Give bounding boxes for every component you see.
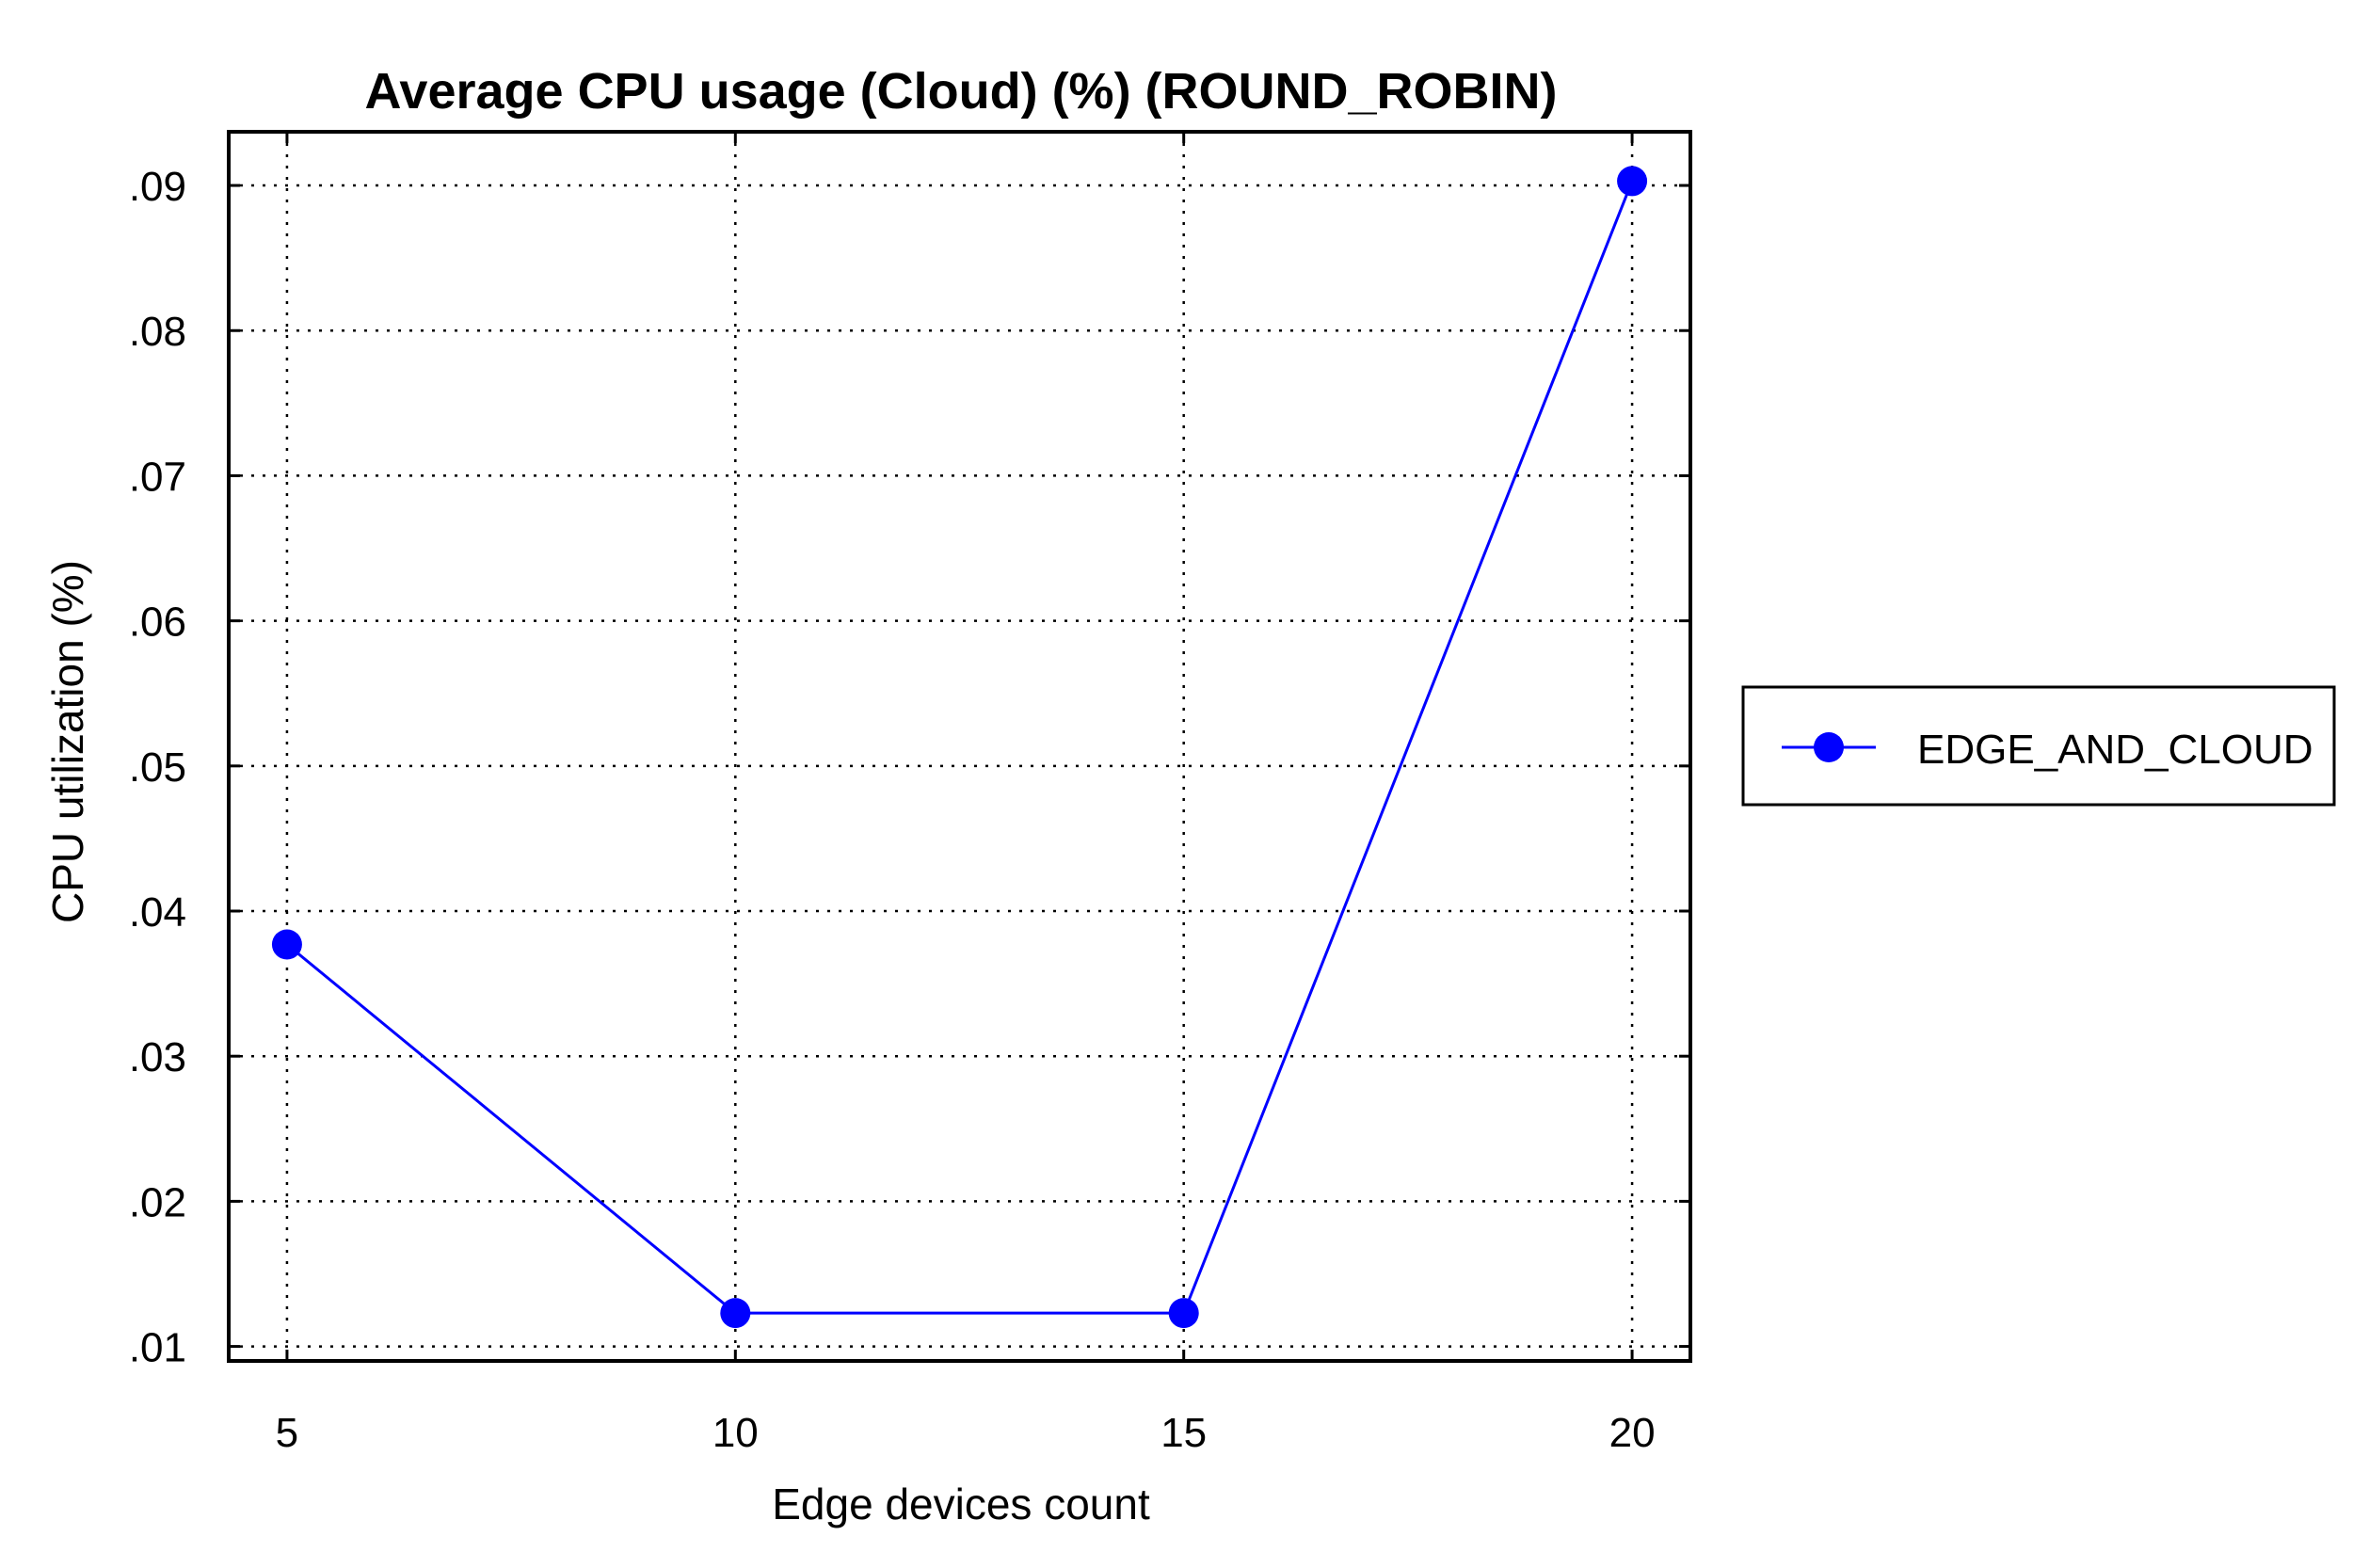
x-tick-label: 10 <box>712 1410 759 1456</box>
x-tick-label: 5 <box>276 1410 298 1456</box>
chart-title: Average CPU usage (Cloud) (%) (ROUND_ROB… <box>364 63 1557 120</box>
y-axis-label: CPU utilization (%) <box>43 560 92 923</box>
y-tick-label: .01 <box>129 1325 186 1371</box>
legend-marker <box>1814 732 1844 762</box>
series-line <box>285 180 1634 1315</box>
legend: EDGE_AND_CLOUD <box>1741 685 2336 807</box>
y-tick-label: .03 <box>129 1034 186 1080</box>
data-point <box>1617 166 1648 197</box>
x-ticks: 5 10 15 20 <box>276 132 1656 1456</box>
x-axis-label: Edge devices count <box>772 1480 1150 1528</box>
plot-frame <box>227 130 1692 1363</box>
y-tick-label: .06 <box>129 600 186 646</box>
y-tick-label: .09 <box>129 164 186 210</box>
data-point <box>720 1298 751 1329</box>
data-point <box>271 929 302 960</box>
data-point <box>1168 1298 1199 1329</box>
y-tick-label: .07 <box>129 454 186 500</box>
legend-label: EDGE_AND_CLOUD <box>1917 727 2313 773</box>
y-tick-label: .02 <box>129 1179 186 1225</box>
y-tick-label: .04 <box>129 889 186 936</box>
y-ticks: .01 .02 .03 .04 .05 .06 .07 .08 .09 <box>129 164 1690 1371</box>
gridlines <box>229 132 1690 1361</box>
series-layer <box>271 166 1648 1329</box>
x-tick-label: 15 <box>1160 1410 1207 1456</box>
y-tick-label: .05 <box>129 744 186 791</box>
y-tick-label: .08 <box>129 309 186 355</box>
x-tick-label: 20 <box>1609 1410 1656 1456</box>
